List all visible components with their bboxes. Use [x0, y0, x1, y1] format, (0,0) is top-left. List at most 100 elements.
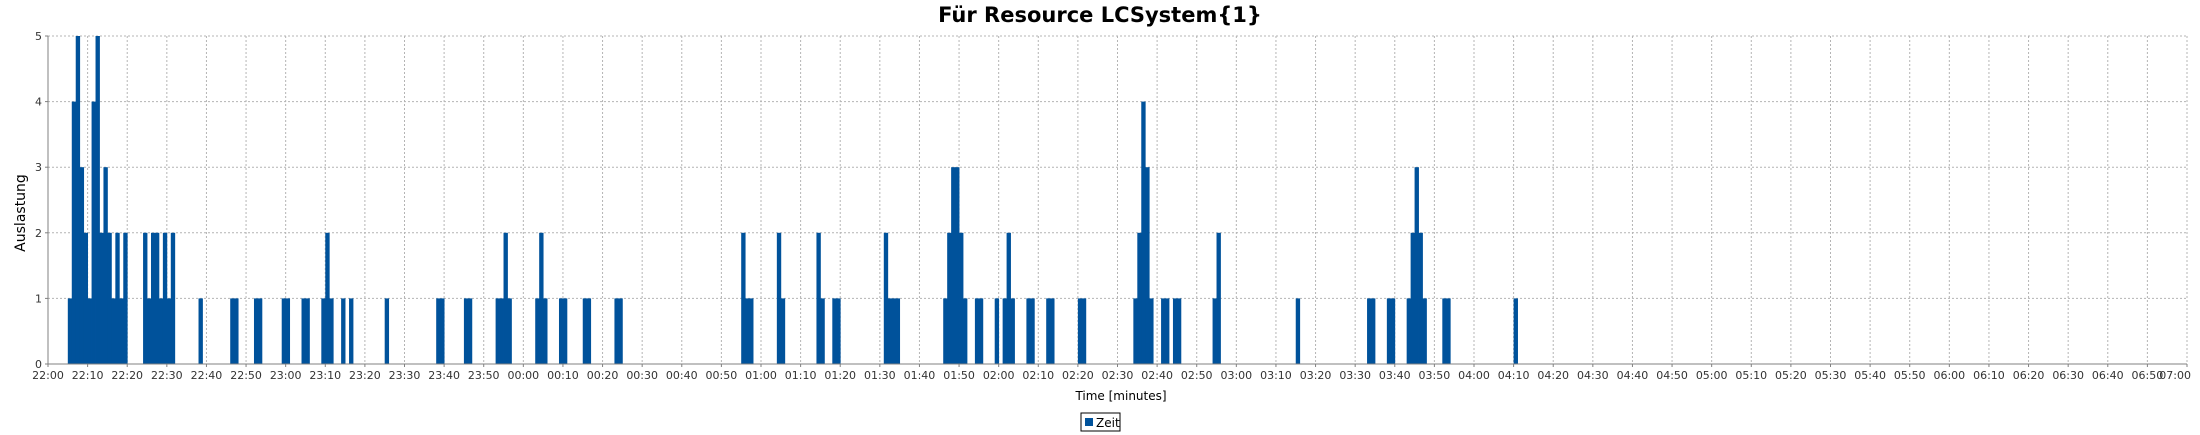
bar: [436, 298, 441, 364]
bar: [582, 298, 588, 364]
bar: [1418, 232, 1423, 364]
x-tick-label: 01:20: [824, 369, 856, 382]
bar: [776, 232, 782, 364]
x-tick-label: 00:00: [507, 369, 539, 382]
y-tick-label: 5: [35, 30, 42, 43]
bar: [1390, 298, 1396, 364]
bar: [463, 298, 469, 364]
bar: [507, 298, 512, 364]
bar: [234, 298, 239, 364]
bar: [1026, 298, 1031, 364]
legend: Zeit: [1080, 412, 1121, 432]
bar: [123, 232, 128, 364]
x-tick-label: 04:30: [1577, 369, 1609, 382]
bar: [147, 298, 152, 364]
bar: [440, 298, 445, 364]
bar: [891, 298, 897, 364]
bar: [1367, 298, 1372, 364]
bar: [230, 298, 235, 364]
x-tick-label: 04:10: [1498, 369, 1530, 382]
bar: [1141, 101, 1146, 364]
y-tick-label: 3: [35, 161, 42, 174]
x-tick-label: 23:50: [468, 369, 500, 382]
x-tick-label: 22:40: [191, 369, 223, 382]
x-tick-label: 02:20: [1062, 369, 1094, 382]
bar: [1410, 232, 1415, 364]
bar: [321, 298, 326, 364]
x-tick-label: 23:30: [389, 369, 421, 382]
bar: [745, 298, 750, 364]
bar: [166, 298, 172, 364]
bar: [79, 167, 85, 364]
bar: [1006, 232, 1011, 364]
legend-box: [1080, 412, 1121, 432]
x-tick-label: 07:00: [2159, 369, 2191, 382]
x-tick-label: 23:10: [309, 369, 341, 382]
bar: [467, 298, 473, 364]
x-tick-label: 02:10: [1022, 369, 1054, 382]
x-tick-label: 06:40: [2092, 369, 2124, 382]
bar: [119, 298, 124, 364]
bar: [836, 298, 841, 364]
x-tick-label: 00:50: [706, 369, 738, 382]
bar: [325, 232, 330, 364]
bar: [253, 298, 259, 364]
bar: [384, 298, 390, 364]
bar: [539, 232, 544, 364]
bar: [978, 298, 984, 364]
bar: [887, 298, 893, 364]
x-tick-label: 23:20: [349, 369, 381, 382]
bar: [143, 232, 148, 364]
x-tick-label: 05:50: [1894, 369, 1926, 382]
bar: [1161, 298, 1166, 364]
x-tick-label: 03:50: [1419, 369, 1451, 382]
bar: [562, 298, 568, 364]
bar: [1010, 298, 1015, 364]
bar: [832, 298, 837, 364]
bar: [91, 101, 96, 364]
bar: [1406, 298, 1412, 364]
bar: [994, 298, 1000, 364]
y-tick-label: 2: [35, 227, 42, 240]
x-tick-label: 22:00: [32, 369, 64, 382]
bar: [1386, 298, 1392, 364]
bar: [1295, 298, 1301, 364]
x-tick-label: 02:40: [1141, 369, 1173, 382]
x-tick-label: 01:50: [943, 369, 975, 382]
bar: [1077, 298, 1083, 364]
bar: [1446, 298, 1451, 364]
bar: [1176, 298, 1182, 364]
bar: [1414, 167, 1419, 364]
bar: [1172, 298, 1178, 364]
x-tick-label: 23:00: [270, 369, 302, 382]
bar: [75, 36, 81, 364]
bar: [586, 298, 592, 364]
x-tick-label: 03:10: [1260, 369, 1292, 382]
bar: [947, 232, 952, 364]
x-tick-label: 22:10: [72, 369, 104, 382]
bar: [305, 298, 310, 364]
bar: [883, 232, 889, 364]
grid-lines: [48, 35, 2188, 364]
bar: [495, 298, 500, 364]
bar: [1046, 298, 1051, 364]
bar: [974, 298, 980, 364]
x-tick-label: 06:00: [1933, 369, 1965, 382]
x-tick-label: 05:30: [1815, 369, 1847, 382]
bar: [349, 298, 354, 364]
bar: [83, 232, 89, 364]
bar: [558, 298, 564, 364]
x-tick-label: 01:30: [864, 369, 896, 382]
bar: [111, 298, 116, 364]
bar: [1081, 298, 1087, 364]
bar: [1050, 298, 1055, 364]
bar: [154, 232, 160, 364]
x-tick-label: 01:00: [745, 369, 777, 382]
bar: [1442, 298, 1447, 364]
bar: [780, 298, 786, 364]
bar: [341, 298, 346, 364]
bar: [1002, 298, 1007, 364]
x-tick-labels: 22:00 22:10 22:20 22:30 22:40 22:50 23:00 23:10…: [32, 364, 2191, 382]
bar: [959, 232, 964, 364]
y-tick-label: 1: [35, 292, 42, 305]
